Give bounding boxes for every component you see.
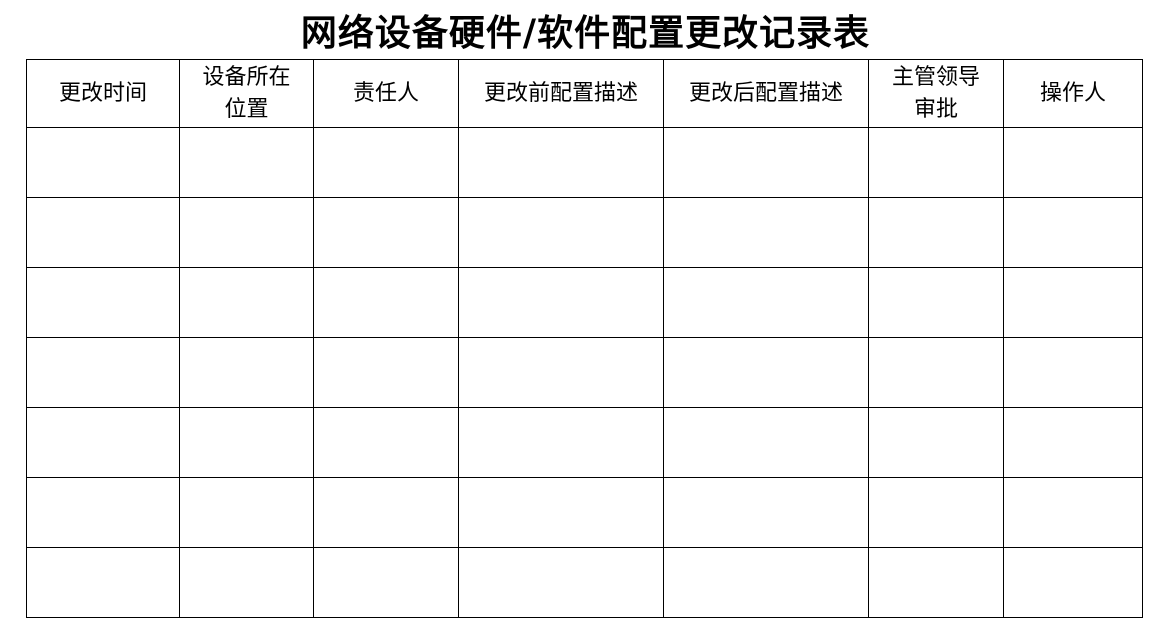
table-row: [26, 267, 1143, 338]
table-cell[interactable]: [868, 407, 1004, 478]
table-cell[interactable]: [26, 547, 180, 618]
table-cell[interactable]: [1003, 477, 1143, 548]
table-cell[interactable]: [313, 127, 459, 198]
table-cell[interactable]: [458, 267, 664, 338]
table-cell[interactable]: [663, 267, 869, 338]
table-cell[interactable]: [313, 477, 459, 548]
table-row: [26, 477, 1143, 548]
table-cell[interactable]: [313, 407, 459, 478]
column-header-line: 更改后配置描述: [688, 80, 843, 106]
table-cell[interactable]: [458, 407, 664, 478]
table-row: [26, 337, 1143, 408]
column-header: 更改前配置描述: [458, 59, 664, 128]
table-cell[interactable]: [663, 547, 869, 618]
table-cell[interactable]: [313, 197, 459, 268]
table-cell[interactable]: [313, 267, 459, 338]
table-cell[interactable]: [179, 477, 314, 548]
column-header-line: 主管领导: [891, 64, 980, 90]
table-cell[interactable]: [868, 337, 1004, 408]
table-cell[interactable]: [1003, 547, 1143, 618]
change-record-table: 更改时间 设备所在 位置 责任人 更改前配置描述 更改后配置描述 主管领导 审批 操作人: [26, 59, 1143, 618]
table-cell[interactable]: [1003, 127, 1143, 198]
table-cell[interactable]: [458, 477, 664, 548]
table-cell[interactable]: [1003, 267, 1143, 338]
table-cell[interactable]: [26, 477, 180, 548]
table-row: [26, 407, 1143, 478]
table-cell[interactable]: [1003, 407, 1143, 478]
table-cell[interactable]: [868, 547, 1004, 618]
column-header-line: 审批: [913, 96, 958, 122]
table-cell[interactable]: [1003, 337, 1143, 408]
table-cell[interactable]: [313, 547, 459, 618]
table-cell[interactable]: [663, 407, 869, 478]
column-header: 更改时间: [26, 59, 180, 128]
header-row: 更改时间 设备所在 位置 责任人 更改前配置描述 更改后配置描述 主管领导 审批 操作人: [26, 59, 1143, 128]
table-cell[interactable]: [458, 337, 664, 408]
table-cell[interactable]: [458, 197, 664, 268]
column-header-line: 更改时间: [58, 80, 147, 106]
table-row: [26, 547, 1143, 618]
table-cell[interactable]: [313, 337, 459, 408]
column-header-line: 更改前配置描述: [483, 80, 638, 106]
table-cell[interactable]: [663, 477, 869, 548]
column-header: 设备所在 位置: [179, 59, 314, 128]
table-cell[interactable]: [458, 127, 664, 198]
table-cell[interactable]: [179, 127, 314, 198]
table-cell[interactable]: [868, 267, 1004, 338]
table-cell[interactable]: [26, 267, 180, 338]
table-cell[interactable]: [179, 197, 314, 268]
column-header-line: 操作人: [1039, 80, 1106, 106]
page-title: 网络设备硬件/软件配置更改记录表: [300, 12, 871, 54]
table-cell[interactable]: [663, 197, 869, 268]
table-cell[interactable]: [26, 127, 180, 198]
column-header: 操作人: [1003, 59, 1143, 128]
table-cell[interactable]: [179, 407, 314, 478]
column-header: 主管领导 审批: [868, 59, 1004, 128]
table-cell[interactable]: [179, 337, 314, 408]
table-cell[interactable]: [868, 197, 1004, 268]
table-row: [26, 127, 1143, 198]
column-header: 责任人: [313, 59, 459, 128]
table-cell[interactable]: [663, 127, 869, 198]
column-header-line: 责任人: [352, 80, 419, 106]
table-cell[interactable]: [26, 337, 180, 408]
table-cell[interactable]: [868, 127, 1004, 198]
table-cell[interactable]: [663, 337, 869, 408]
column-header-line: 位置: [224, 96, 269, 122]
table-row: [26, 197, 1143, 268]
table-cell[interactable]: [868, 477, 1004, 548]
table-cell[interactable]: [26, 407, 180, 478]
table-cell[interactable]: [458, 547, 664, 618]
table-cell[interactable]: [1003, 197, 1143, 268]
column-header-line: 设备所在: [202, 64, 291, 90]
table-cell[interactable]: [179, 267, 314, 338]
table-cell[interactable]: [179, 547, 314, 618]
table-cell[interactable]: [26, 197, 180, 268]
column-header: 更改后配置描述: [663, 59, 869, 128]
